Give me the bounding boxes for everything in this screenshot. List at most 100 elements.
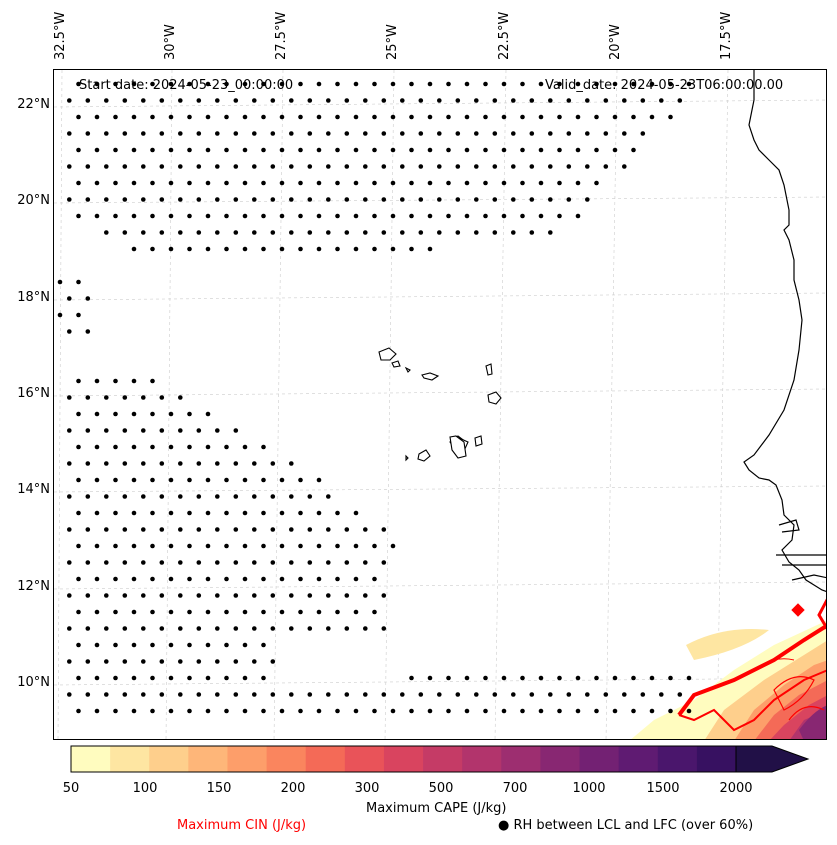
rh-dot [455, 164, 461, 169]
rh-dot [233, 98, 239, 103]
colorbar-tick-1000: 1000 [572, 781, 606, 796]
rh-dot [187, 114, 192, 120]
rh-dot [205, 576, 211, 582]
rh-dot [76, 312, 81, 318]
rh-dot [279, 543, 285, 549]
rh-dot [400, 164, 405, 169]
rh-dot [427, 180, 433, 186]
rh-dot [289, 560, 294, 565]
rh-dot [585, 692, 590, 697]
rh-dot [474, 692, 479, 697]
rh-dot [594, 81, 599, 87]
rh-dot [94, 81, 100, 87]
rh-dot [566, 131, 572, 136]
rh-dot [427, 114, 433, 120]
rh-dot [464, 147, 470, 153]
rh-dot [353, 510, 359, 516]
rh-dot [205, 246, 211, 252]
rh-dot [233, 428, 239, 433]
rh-dot [94, 114, 100, 120]
rh-dot [363, 593, 368, 598]
rh-dot [335, 81, 340, 87]
rh-dot [205, 642, 211, 648]
rh-dot [511, 230, 516, 235]
rh-dot [113, 213, 118, 219]
rh-dot [585, 131, 590, 136]
rh-dot [141, 461, 146, 466]
rh-dot [215, 593, 220, 598]
rh-dot [224, 213, 229, 219]
rh-dot [261, 642, 266, 648]
rh-dot [122, 494, 128, 499]
colorbar-swatch [501, 746, 541, 772]
cape-verde-islands [378, 347, 502, 462]
rh-dot [261, 444, 266, 450]
rh-dot [483, 708, 488, 714]
rh-dot [307, 692, 313, 697]
rh-dot [548, 131, 553, 136]
rh-dot [178, 560, 183, 565]
rh-dot [196, 164, 202, 169]
rh-dot [492, 230, 498, 235]
rh-dot [215, 428, 220, 433]
colorbar-tick-150: 150 [206, 781, 232, 796]
rh-dot [94, 642, 100, 648]
rh-dot [252, 230, 257, 235]
rh-dot [409, 246, 414, 252]
rh-dot [335, 114, 340, 120]
rh-dot [686, 675, 692, 681]
rh-dot [252, 593, 257, 598]
rh-dot [57, 279, 63, 285]
rh-dot [418, 230, 424, 235]
rh-dot [326, 626, 331, 631]
rh-dot [242, 510, 248, 516]
rh-dot [141, 527, 146, 532]
rh-dot [353, 180, 359, 186]
rh-dot [603, 98, 609, 103]
rh-dot [344, 131, 350, 136]
rh-dot [307, 626, 313, 631]
rh-dot [261, 180, 266, 186]
colorbar-swatch [540, 746, 581, 772]
rh-dot [455, 98, 461, 103]
rh-dot [307, 494, 313, 499]
rh-dot [520, 114, 525, 120]
colorbar-tick-2000: 2000 [719, 781, 753, 796]
rh-dot [390, 543, 396, 549]
rh-dot [464, 180, 470, 186]
rh-dot [131, 246, 137, 252]
rh-dot [76, 675, 81, 681]
lat-label-16n: 16°N [17, 386, 50, 401]
rh-dot [150, 378, 155, 384]
rh-dot [233, 197, 239, 202]
colorbar-label: Maximum CAPE (J/kg) [366, 801, 507, 816]
rh-dot [538, 147, 544, 153]
rh-dot [252, 626, 257, 631]
rh-dot [113, 411, 118, 417]
rh-dot [113, 576, 118, 582]
rh-dot [113, 675, 118, 681]
rh-dot [418, 131, 424, 136]
rh-dot [326, 527, 331, 532]
rh-dot [205, 213, 211, 219]
colorbar-tick-50: 50 [62, 781, 80, 796]
rh-dot [85, 461, 91, 466]
rh-dot [455, 692, 461, 697]
rh-dot [205, 444, 211, 450]
rh-dot [279, 213, 285, 219]
rh-dot [594, 180, 599, 186]
rh-dot [141, 395, 146, 400]
rh-dot [187, 180, 192, 186]
rh-dot [122, 131, 128, 136]
rh-dot [205, 81, 211, 87]
rh-dot [501, 81, 507, 87]
rh-dot [67, 527, 72, 532]
coastline [743, 70, 826, 592]
rh-dot [178, 197, 183, 202]
rh-dot [649, 114, 655, 120]
rh-dot [270, 164, 276, 169]
rh-dot [270, 131, 276, 136]
rh-dot [150, 708, 155, 714]
rh-dot [538, 708, 544, 714]
rh-dot [353, 147, 359, 153]
